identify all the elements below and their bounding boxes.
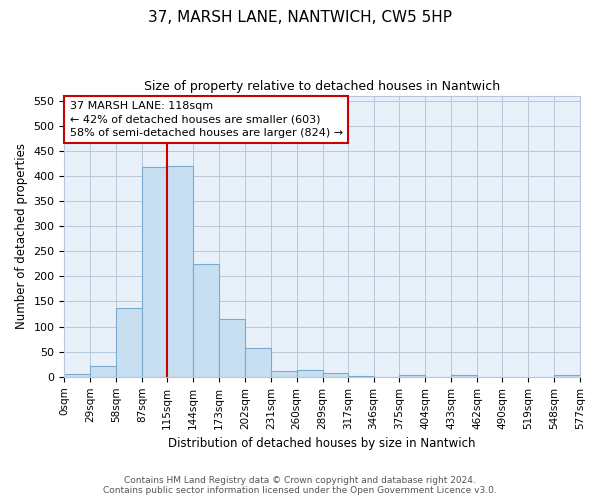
Text: Contains HM Land Registry data © Crown copyright and database right 2024.
Contai: Contains HM Land Registry data © Crown c…: [103, 476, 497, 495]
Bar: [400, 375, 425, 377]
Bar: [219, 319, 245, 377]
Bar: [116, 308, 142, 377]
Bar: [64, 374, 91, 377]
Bar: [245, 348, 271, 377]
Y-axis label: Number of detached properties: Number of detached properties: [15, 143, 28, 329]
Bar: [193, 264, 219, 377]
Text: 37 MARSH LANE: 118sqm
← 42% of detached houses are smaller (603)
58% of semi-det: 37 MARSH LANE: 118sqm ← 42% of detached …: [70, 101, 343, 138]
Bar: [91, 366, 116, 377]
Bar: [347, 376, 374, 377]
X-axis label: Distribution of detached houses by size in Nantwich: Distribution of detached houses by size …: [169, 437, 476, 450]
Bar: [297, 370, 323, 377]
Bar: [271, 371, 297, 377]
Bar: [451, 375, 477, 377]
Bar: [167, 166, 193, 377]
Bar: [323, 374, 347, 377]
Title: Size of property relative to detached houses in Nantwich: Size of property relative to detached ho…: [144, 80, 500, 93]
Bar: [554, 375, 580, 377]
Bar: [142, 167, 167, 377]
Text: 37, MARSH LANE, NANTWICH, CW5 5HP: 37, MARSH LANE, NANTWICH, CW5 5HP: [148, 10, 452, 25]
